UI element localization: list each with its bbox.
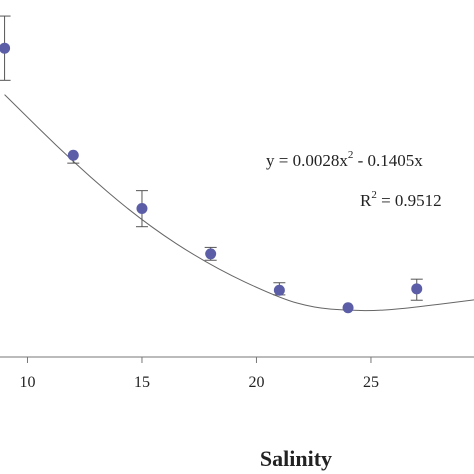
data-point-2 [135, 190, 148, 228]
data-marker [411, 283, 423, 295]
axes: 10 15 20 25 [0, 356, 474, 391]
data-point-5 [342, 302, 354, 314]
data-marker [273, 284, 285, 296]
x-tick-label-25: 25 [363, 374, 379, 391]
r-squared-text: R2 = 0.9512 [360, 189, 442, 210]
data-point-0 [0, 15, 11, 81]
data-marker [0, 42, 11, 54]
trendline-equation: y = 0.0028x2 - 0.1405x R2 = 0.9512 [266, 149, 442, 210]
equation-text: y = 0.0028x2 - 0.1405x [266, 149, 423, 170]
data-marker [136, 202, 148, 214]
x-ticks: 10 15 20 25 [19, 357, 379, 391]
data-point-4 [273, 282, 286, 296]
data-marker [205, 248, 217, 260]
data-points [0, 15, 423, 314]
data-marker [67, 149, 79, 161]
data-marker [342, 302, 354, 314]
data-point-1 [67, 149, 80, 164]
x-axis-title: Salinity [260, 446, 332, 471]
data-point-3 [204, 246, 217, 261]
x-tick-label-10: 10 [19, 374, 35, 391]
x-tick-label-20: 20 [248, 374, 264, 391]
x-tick-label-15: 15 [134, 374, 150, 391]
data-point-6 [410, 278, 423, 301]
